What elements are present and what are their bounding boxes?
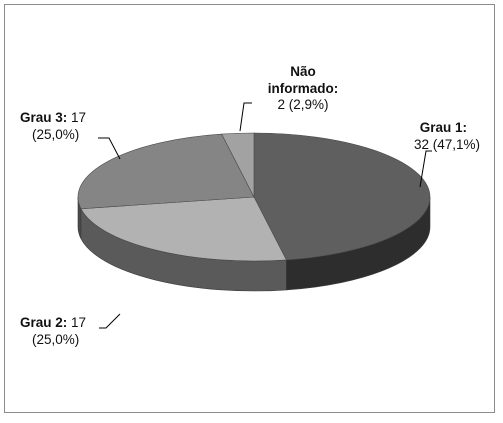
leader-line-grau-1 bbox=[419, 150, 432, 188]
data-labels: Não informado: 2 (2,9%) Grau 1: 32 (47,1… bbox=[20, 64, 480, 347]
pie-slices bbox=[77, 132, 431, 292]
label-grau-2-category: Grau 2: bbox=[20, 315, 67, 330]
slice-grau-2 bbox=[80, 196, 287, 262]
leader-lines bbox=[98, 102, 432, 329]
slice-grau-1 bbox=[253, 132, 431, 261]
label-grau-3-category: Grau 3: bbox=[20, 110, 67, 125]
label-grau-3-percent: (25,0%) bbox=[32, 127, 79, 142]
label-nao-informado-value: 2 (2,9%) bbox=[277, 97, 328, 112]
label-nao-informado-line1: Não bbox=[290, 64, 316, 79]
label-grau-3-value: 17 bbox=[71, 110, 86, 125]
label-grau-2-percent: (25,0%) bbox=[32, 332, 79, 347]
slice-grau-3 bbox=[77, 133, 255, 210]
slice-nao-informado bbox=[221, 132, 255, 198]
leader-line-grau-3 bbox=[98, 137, 121, 160]
leader-line-nao-informado bbox=[239, 102, 252, 132]
label-grau-2-line1: Grau 2: 17 bbox=[20, 315, 86, 330]
label-nao-informado-line2: informado: bbox=[268, 81, 339, 96]
leader-line-grau-2 bbox=[99, 313, 121, 329]
label-grau-3-line1: Grau 3: 17 bbox=[20, 110, 86, 125]
label-grau-2-value: 17 bbox=[71, 315, 86, 330]
label-grau-1-category: Grau 1: bbox=[420, 120, 467, 135]
label-grau-1-value: 32 (47,1%) bbox=[414, 137, 480, 152]
